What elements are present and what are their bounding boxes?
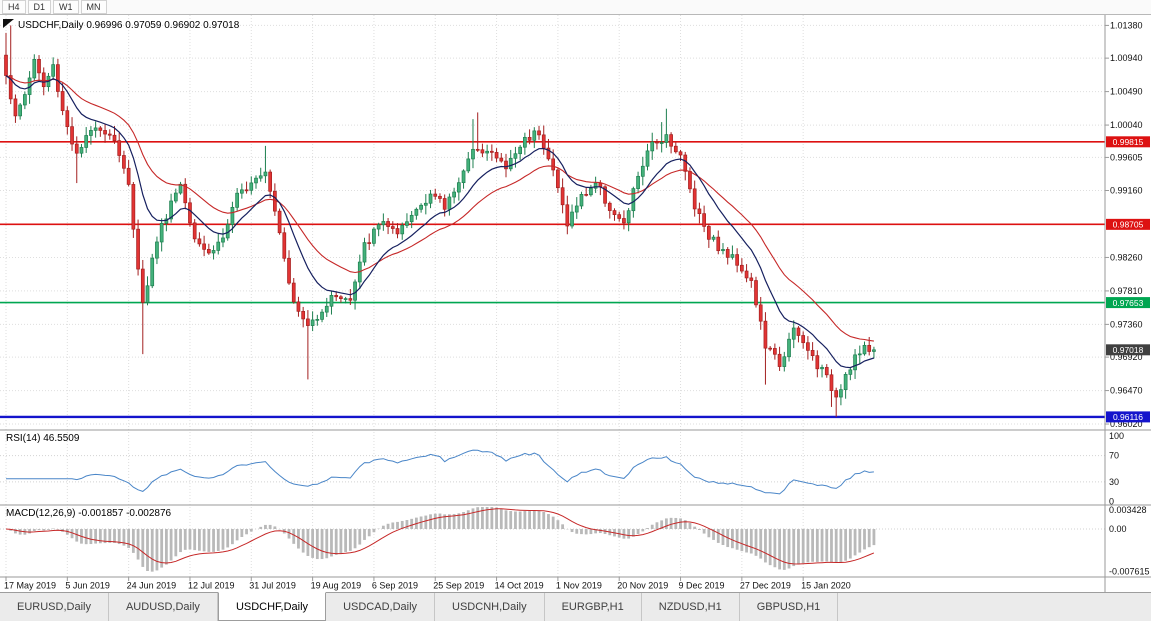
- candlestick-series: [4, 25, 876, 417]
- timeframe-button-h4[interactable]: H4: [2, 0, 26, 14]
- price-axis-label: 0.96920: [1110, 352, 1143, 362]
- tab-eurgbp-h1[interactable]: EURGBP,H1: [545, 593, 642, 621]
- ma-line-slow: [5, 75, 874, 342]
- price-badge-label: 0.97653: [1113, 298, 1144, 308]
- price-badge-label: 0.97018: [1113, 345, 1144, 355]
- horizontal-levels: [0, 141, 1105, 419]
- date-axis-label: 19 Aug 2019: [311, 581, 362, 591]
- main-chart-plot-area[interactable]: [0, 15, 1105, 430]
- price-badge-label: 0.99815: [1113, 137, 1144, 147]
- price-badge: [1106, 344, 1150, 356]
- gridlines: [0, 15, 1105, 577]
- price-axis-label: 1.00940: [1110, 53, 1143, 63]
- price-axis-area[interactable]: [1105, 15, 1151, 577]
- timeframe-toolbar: H4 D1 W1 MN: [0, 0, 1151, 15]
- price-axis-label: 0.98260: [1110, 252, 1143, 262]
- price-axis-label: 0.99605: [1110, 152, 1143, 162]
- date-axis-label: 31 Jul 2019: [249, 581, 296, 591]
- chart-shift-marker: [3, 19, 14, 28]
- price-axis-label: 0.99160: [1110, 186, 1143, 196]
- chart-tabs-bar: EURUSD,Daily AUDUSD,Daily USDCHF,Daily USDC…: [0, 592, 1151, 621]
- macd-label: MACD(12,26,9) -0.001857 -0.002876: [6, 508, 172, 519]
- tab-usdchf-daily[interactable]: USDCHF,Daily: [217, 592, 327, 621]
- timeframe-button-mn[interactable]: MN: [80, 0, 107, 14]
- macd-axis-label: 0.00: [1109, 524, 1127, 534]
- ma-line-fast: [5, 75, 875, 369]
- price-axis-label: 0.96020: [1110, 419, 1143, 429]
- tab-audusd-daily[interactable]: AUDUSD,Daily: [109, 593, 218, 621]
- tab-usdcnh-daily[interactable]: USDCNH,Daily: [435, 593, 545, 621]
- rsi-axis-label: 0: [1109, 497, 1114, 507]
- tab-gbpusd-h1[interactable]: GBPUSD,H1: [740, 593, 839, 621]
- price-axis-label: 1.00040: [1110, 120, 1143, 130]
- tab-nzdusd-h1[interactable]: NZDUSD,H1: [642, 593, 740, 621]
- date-axis-label: 9 Dec 2019: [679, 581, 725, 591]
- price-axis-label: 1.00490: [1110, 87, 1143, 97]
- price-badge: [1106, 218, 1150, 230]
- tab-eurusd-daily[interactable]: EURUSD,Daily: [0, 593, 109, 621]
- date-axis-label: 1 Nov 2019: [556, 581, 602, 591]
- date-axis-label: 6 Sep 2019: [372, 581, 418, 591]
- price-axis-label: 0.96470: [1110, 386, 1143, 396]
- date-axis-label: 17 May 2019: [4, 581, 56, 591]
- price-badge-label: 0.98705: [1113, 220, 1144, 230]
- rsi-line: [6, 449, 874, 495]
- date-axis-label: 12 Jul 2019: [188, 581, 235, 591]
- price-badge: [1106, 297, 1150, 309]
- ohlc-header: USDCHF,Daily 0.96996 0.97059 0.96902 0.9…: [18, 20, 240, 31]
- date-axis-label: 5 Jun 2019: [65, 581, 110, 591]
- date-axis-label: 24 Jun 2019: [127, 581, 177, 591]
- rsi-label: RSI(14) 46.5509: [6, 433, 80, 444]
- date-axis-label: 25 Sep 2019: [433, 581, 484, 591]
- rsi-axis-label: 100: [1109, 431, 1124, 441]
- rsi-axis-label: 30: [1109, 477, 1119, 487]
- price-axis-label: 1.01380: [1110, 20, 1143, 30]
- price-axis-label: 0.97360: [1110, 319, 1143, 329]
- date-axis-label: 15 Jan 2020: [801, 581, 851, 591]
- macd-signal-line: [5, 508, 875, 565]
- date-axis-label: 14 Oct 2019: [495, 581, 544, 591]
- tab-usdcad-daily[interactable]: USDCAD,Daily: [326, 593, 436, 621]
- price-badge: [1106, 136, 1150, 148]
- price-badge-label: 0.96116: [1113, 412, 1143, 422]
- date-axis-label: 20 Nov 2019: [617, 581, 668, 591]
- chart-svg[interactable]: USDCHF,Daily 0.96996 0.97059 0.96902 0.9…: [0, 15, 1151, 592]
- rsi-axis-label: 70: [1109, 451, 1119, 461]
- price-axis-label: 0.97810: [1110, 286, 1143, 296]
- timeframe-button-w1[interactable]: W1: [53, 0, 79, 14]
- macd-axis-label: 0.003428: [1109, 505, 1147, 515]
- price-badge: [1106, 411, 1150, 423]
- time-axis-area[interactable]: [0, 577, 1105, 592]
- rsi-panel-area[interactable]: [0, 430, 1105, 505]
- macd-panel-area[interactable]: [0, 505, 1105, 577]
- date-axis-label: 27 Dec 2019: [740, 581, 791, 591]
- macd-axis-label: -0.007615: [1109, 567, 1150, 577]
- timeframe-button-d1[interactable]: D1: [27, 0, 52, 14]
